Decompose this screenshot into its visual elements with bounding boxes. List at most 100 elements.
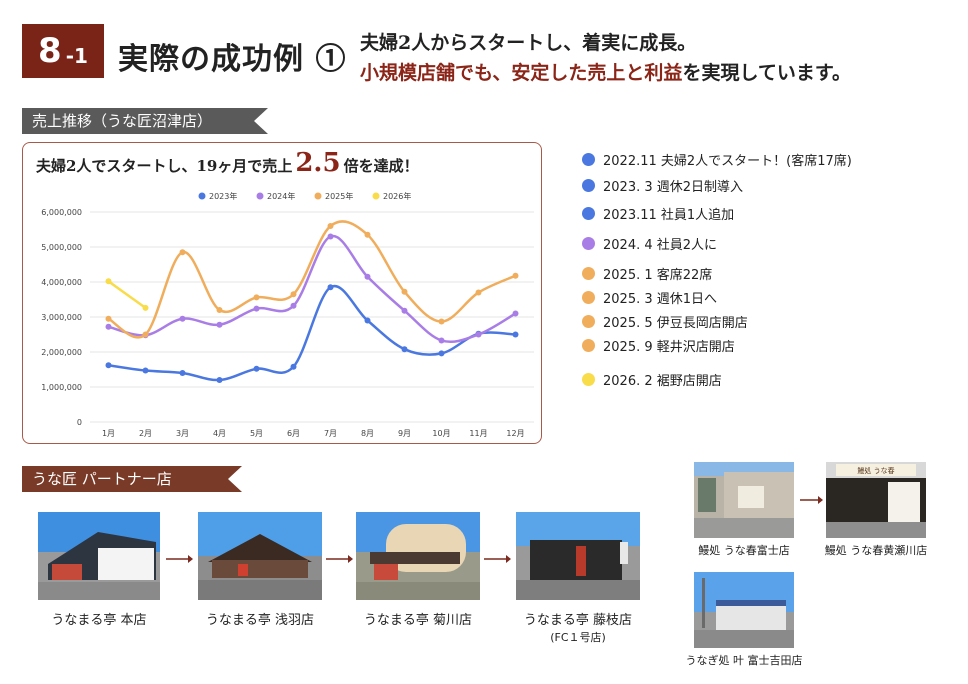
- chart-headline: 夫婦2人でスタートし、19ヶ月で売上 2.5 倍を達成！: [36, 148, 419, 178]
- data-point: [179, 249, 186, 256]
- timeline-dot-icon: [582, 153, 595, 166]
- x-tick-label: 3月: [176, 429, 189, 438]
- store-caption: 鰻処 うな春富士店: [698, 544, 790, 557]
- chart-headline-post: 倍を達成！: [343, 157, 419, 175]
- data-point: [290, 291, 297, 298]
- timeline-dot-icon: [582, 315, 595, 328]
- section-number: 8: [38, 31, 62, 71]
- page-title: 実際の成功例 ①: [118, 42, 347, 77]
- data-point: [105, 362, 112, 369]
- y-tick-label: 4,000,000: [41, 278, 82, 287]
- timeline-item: 2024. 4 社員2人に: [582, 234, 717, 253]
- arrow-right-icon: [484, 555, 511, 563]
- data-point: [142, 331, 149, 338]
- y-tick-label: 3,000,000: [41, 313, 82, 322]
- store-caption: うなまる亭 菊川店: [363, 613, 473, 628]
- data-point: [216, 321, 223, 328]
- data-point: [512, 331, 519, 338]
- data-point: [438, 337, 445, 344]
- series-line: [108, 284, 516, 382]
- store-photo-fujieda: [516, 512, 640, 600]
- arrow-right-icon: [800, 496, 823, 504]
- store-photo-asaba: [198, 512, 322, 600]
- lead-highlight: 小規模店舗でも、安定した売上と利益: [360, 62, 683, 84]
- data-point: [253, 305, 260, 312]
- timeline-item: 2023. 3 週休2日制導入: [582, 176, 743, 195]
- data-point: [475, 331, 482, 338]
- data-point: [290, 363, 297, 370]
- data-point: [438, 350, 445, 357]
- arrow-right-icon: [166, 555, 193, 563]
- timeline-item: 2023.11 社員1人追加: [582, 204, 734, 223]
- store-caption: 鰻処 うな春黄瀬川店: [824, 544, 928, 557]
- y-tick-label: 5,000,000: [41, 243, 82, 252]
- timeline-dot-icon: [582, 237, 595, 250]
- x-tick-label: 9月: [398, 429, 411, 438]
- timeline-item: 2025. 9 軽井沢店開店: [582, 336, 735, 355]
- data-point: [253, 294, 260, 301]
- timeline-text: 2025. 1 客席22席: [603, 268, 713, 283]
- data-point: [364, 273, 371, 280]
- x-tick-label: 7月: [324, 429, 337, 438]
- series-line: [107, 220, 517, 339]
- legend-label: 2023年: [209, 191, 237, 201]
- timeline-text: 2023.11 社員1人追加: [603, 208, 735, 223]
- timeline-item: 2025. 5 伊豆長岡店開店: [582, 312, 748, 331]
- data-point: [364, 317, 371, 324]
- timeline-text: 2026. 2 裾野店開店: [603, 374, 722, 389]
- timeline-text: 2025. 3 週休1日へ: [603, 292, 718, 307]
- data-point: [179, 370, 186, 376]
- x-tick-label: 5月: [250, 429, 263, 438]
- lead-line-2: 小規模店舗でも、安定した売上と利益を実現しています。: [360, 58, 851, 85]
- legend-marker: [314, 192, 322, 200]
- data-point: [327, 223, 334, 229]
- data-point: [401, 346, 408, 353]
- chart-headline-big: 2.5: [295, 148, 341, 178]
- y-tick-label: 2,000,000: [41, 348, 82, 357]
- series-line: [107, 280, 147, 309]
- section-number-badge: 8 -1: [22, 24, 104, 78]
- data-point: [327, 284, 334, 291]
- timeline-dot-icon: [582, 179, 595, 192]
- timeline-dot-icon: [582, 373, 595, 386]
- timeline-text: 2022.11 夫婦2人でスタート！(客席17席): [603, 154, 852, 169]
- arrow-right-icon: [326, 555, 353, 563]
- legend-label: 2025年: [325, 191, 353, 201]
- data-point: [512, 310, 519, 317]
- data-point: [290, 302, 297, 309]
- x-tick-label: 4月: [213, 429, 226, 438]
- data-point: [401, 307, 408, 314]
- timeline-dot-icon: [582, 339, 595, 352]
- y-tick-label: 6,000,000: [41, 208, 82, 217]
- data-point: [401, 288, 408, 295]
- legend-marker: [372, 192, 380, 200]
- data-point: [364, 231, 371, 238]
- timeline-item: 2026. 2 裾野店開店: [582, 370, 722, 389]
- timeline-dot-icon: [582, 207, 595, 220]
- store-photo-unaharu-fuji: [694, 462, 794, 538]
- timeline-text: 2025. 9 軽井沢店開店: [603, 340, 735, 355]
- data-point: [475, 289, 482, 296]
- lead-rest: を実現しています。: [682, 62, 851, 84]
- data-point: [253, 365, 260, 372]
- x-tick-label: 11月: [469, 429, 487, 438]
- data-point: [216, 307, 223, 313]
- data-point: [142, 304, 149, 311]
- sales-section-ribbon: 売上推移（うな匠沼津店）: [22, 108, 268, 134]
- data-point: [105, 278, 112, 285]
- storefront-sign: 鰻処 うな春: [857, 466, 894, 475]
- timeline-dot-icon: [582, 291, 595, 304]
- sales-chart-panel: [22, 142, 542, 444]
- timeline-item: 2025. 1 客席22席: [582, 264, 712, 283]
- store-photo-kikugawa: [356, 512, 480, 600]
- data-point: [216, 377, 223, 383]
- data-point: [512, 272, 519, 279]
- store-note: (FC１号店): [550, 631, 606, 644]
- x-tick-label: 6月: [287, 429, 300, 438]
- legend-marker: [256, 192, 264, 200]
- data-point: [105, 315, 112, 322]
- data-point: [438, 318, 445, 325]
- x-tick-label: 10月: [432, 429, 450, 438]
- store-caption: うなまる亭 藤枝店: [523, 613, 633, 628]
- legend-label: 2026年: [383, 191, 411, 201]
